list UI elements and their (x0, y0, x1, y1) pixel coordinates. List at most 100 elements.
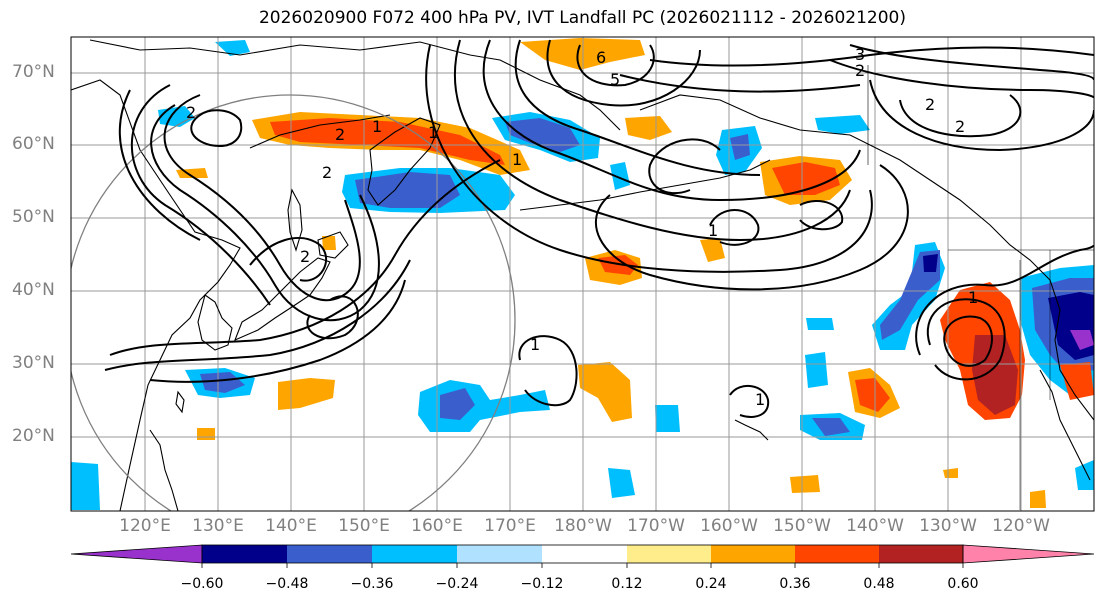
coast-philippines (149, 429, 179, 511)
lon-label: 150°W (773, 516, 831, 536)
coast-kamchatka (367, 117, 441, 206)
map-frame (70, 36, 1095, 512)
shade-blob (355, 172, 460, 208)
contour-line (829, 59, 1094, 99)
coast-hokkaido (317, 231, 349, 259)
contour-line (619, 74, 861, 93)
coast-sakhalin (287, 188, 303, 252)
contour-label: 1 (530, 335, 540, 354)
colorbar-frame (201, 544, 964, 564)
lon-label: 130°W (919, 516, 977, 536)
contour-label: 3 (855, 45, 865, 64)
shade-blob (972, 335, 1018, 415)
map-title: 2026020900 F072 400 hPa PV, IVT Landfall… (258, 8, 906, 28)
colorbar-segment (627, 545, 711, 563)
shade-blob (440, 388, 475, 420)
contour-line (594, 164, 909, 291)
colorbar-segment (372, 545, 457, 563)
colorbar-extend-high (962, 544, 1095, 564)
lat-label: 60°N (12, 134, 55, 154)
contour-label: 2 (925, 95, 935, 114)
shade-blob (700, 238, 725, 262)
shade-blob (1060, 362, 1094, 400)
shade-blob (815, 115, 870, 134)
lon-label: 160°W (700, 516, 758, 536)
shade-blob (855, 378, 890, 412)
shade-blob (278, 378, 335, 410)
lon-label: 170°W (627, 516, 685, 536)
contour-line (799, 200, 844, 231)
shade-blob (578, 362, 632, 422)
pv-contours (104, 39, 1094, 418)
contour-label: 2 (855, 61, 865, 80)
contour-line (899, 94, 1022, 138)
shade-blob (730, 134, 750, 160)
contour-line (514, 39, 761, 176)
border-states (1019, 250, 1051, 510)
shade-blob (880, 250, 940, 340)
contour-line (546, 39, 701, 107)
lon-label: 120°W (992, 516, 1050, 536)
colorbar-tick-label: 0.36 (779, 576, 811, 592)
contour-labels: 2 1 2 2 1 1 6 5 3 2 2 2 2 1 1 1 1 (186, 45, 978, 409)
contour-label: 1 (372, 117, 382, 136)
contour-line (118, 89, 201, 241)
contour-line (869, 79, 1094, 152)
contour-line (943, 315, 993, 367)
shade-blob (943, 468, 958, 478)
colorbar-tick-label: −0.24 (435, 576, 479, 592)
shade-blob (1070, 330, 1094, 350)
contour-line (163, 94, 361, 302)
contour-line (926, 298, 1006, 381)
contour-label: 1 (755, 390, 765, 409)
lat-label: 20°N (12, 426, 55, 446)
shading-layer (71, 38, 1094, 510)
contour-line (130, 84, 271, 306)
contour-label: 5 (610, 70, 620, 89)
colorbar-tick-label: −0.36 (350, 576, 394, 592)
shade-blob (610, 162, 630, 190)
coast-taiwan (175, 390, 185, 414)
colorbar-segment (795, 545, 879, 563)
contour-label: 2 (300, 247, 310, 266)
colorbar-segment (879, 545, 963, 563)
contour-line (482, 39, 861, 202)
shade-blob (923, 254, 938, 272)
colorbar-tick-label: −0.60 (180, 576, 224, 592)
colorbar-tick-label: −0.48 (265, 576, 309, 592)
colorbar-segment (287, 545, 372, 563)
colorbar-tick-label: 0.60 (947, 576, 979, 592)
shade-blob (197, 428, 215, 440)
contour-label: 2 (186, 103, 196, 122)
contour-line (518, 335, 578, 407)
coast-okhotsk (249, 114, 391, 149)
contour-label: 1 (708, 221, 718, 240)
lon-label: 120°E (119, 516, 171, 536)
contour-label: 2 (335, 125, 345, 144)
lat-label: 70°N (12, 62, 55, 82)
shade-blob (790, 475, 820, 493)
colorbar-tick-label: 0.48 (863, 576, 895, 592)
contour-label: 2 (955, 117, 965, 136)
lon-label: 130°E (192, 516, 244, 536)
contour-line (149, 279, 406, 383)
shade-blob (806, 318, 834, 330)
shade-blob (200, 372, 245, 393)
colorbar-tick-label: −0.12 (520, 576, 564, 592)
shade-blob (598, 255, 638, 275)
colorbar-segment (711, 545, 795, 563)
contour-label: 1 (968, 288, 978, 307)
landfall-circle (71, 94, 516, 511)
lon-label: 170°E (484, 516, 536, 536)
contour-line (249, 236, 327, 282)
shade-blob (270, 118, 505, 165)
shade-blob (805, 352, 828, 388)
shade-blob (505, 118, 580, 152)
colorbar-segment (202, 545, 287, 563)
coast-asia (71, 79, 241, 511)
contour-label: 6 (596, 48, 606, 67)
colorbar-tick-label: 0.12 (611, 576, 643, 592)
shade-blob (608, 468, 635, 498)
lat-label: 30°N (12, 353, 55, 373)
